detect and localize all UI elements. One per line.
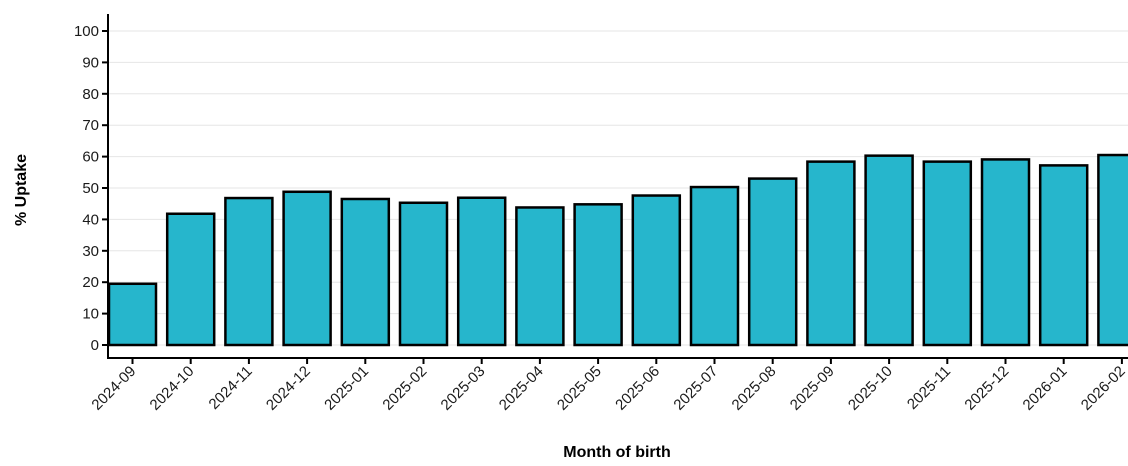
bar-2025-01 (340, 197, 391, 347)
y-axis-ticks: 0 10 20 30 40 50 60 70 80 90 100 (74, 23, 108, 354)
x-tick-label: 2024-10 (147, 363, 198, 414)
bar-2025-08 (747, 177, 798, 347)
y-tick-label: 90 (82, 54, 99, 71)
x-tick-label: 2025-11 (904, 363, 954, 413)
bar-2025-05 (573, 203, 623, 347)
bar-2024-10 (165, 212, 216, 347)
bar-2026-01 (1038, 164, 1089, 347)
x-tick-label: 2025-02 (379, 363, 430, 414)
bar-2025-06 (631, 194, 682, 347)
y-tick-label: 70 (82, 117, 99, 134)
x-tick-label: 2025-03 (438, 363, 489, 414)
x-tick-label: 2025-10 (845, 363, 896, 414)
bar-2026-02 (1097, 153, 1128, 347)
y-tick-label: 10 (82, 306, 99, 323)
bar-2024-12 (282, 190, 332, 347)
y-tick-label: 100 (74, 23, 99, 40)
x-tick-label: 2025-05 (554, 363, 605, 414)
x-tick-label: 2025-08 (729, 363, 780, 414)
x-tick-label: 2025-09 (787, 363, 838, 414)
x-tick-label: 2025-01 (321, 363, 372, 414)
y-tick-label: 80 (82, 86, 99, 103)
x-tick-label: 2025-06 (612, 363, 663, 414)
y-tick-label: 40 (82, 211, 99, 228)
y-tick-label: 30 (82, 243, 99, 260)
x-axis-ticks: 2024-09 2024-10 2024-11 2024-12 2025-01 2025-… (88, 358, 1128, 414)
x-tick-label: 2026-01 (1020, 363, 1071, 414)
y-tick-label: 60 (82, 149, 99, 166)
x-tick-label: 2024-09 (88, 363, 139, 414)
bar-2025-12 (980, 158, 1031, 347)
x-tick-label: 2024-12 (263, 363, 314, 414)
bars (107, 153, 1128, 347)
y-tick-label: 50 (82, 180, 99, 197)
y-tick-label: 0 (91, 337, 99, 354)
bar-2024-09 (107, 282, 158, 347)
bar-2025-03 (456, 196, 507, 347)
bar-2024-11 (224, 196, 274, 347)
x-tick-label: 2025-07 (670, 363, 721, 414)
bar-2025-11 (922, 160, 973, 347)
y-axis-title: % Uptake (13, 154, 30, 226)
bar-2025-04 (515, 206, 565, 347)
bar-2025-10 (864, 154, 914, 347)
x-tick-label: 2025-12 (961, 363, 1012, 414)
x-axis-title: Month of birth (563, 444, 671, 461)
x-tick-label: 2024-11 (206, 363, 256, 413)
y-tick-label: 20 (82, 274, 99, 291)
x-tick-label: 2026-02 (1078, 363, 1128, 414)
bar-2025-07 (689, 185, 740, 347)
x-tick-label: 2025-04 (496, 363, 547, 414)
bar-2025-09 (806, 160, 856, 347)
bar-2025-02 (398, 201, 449, 347)
